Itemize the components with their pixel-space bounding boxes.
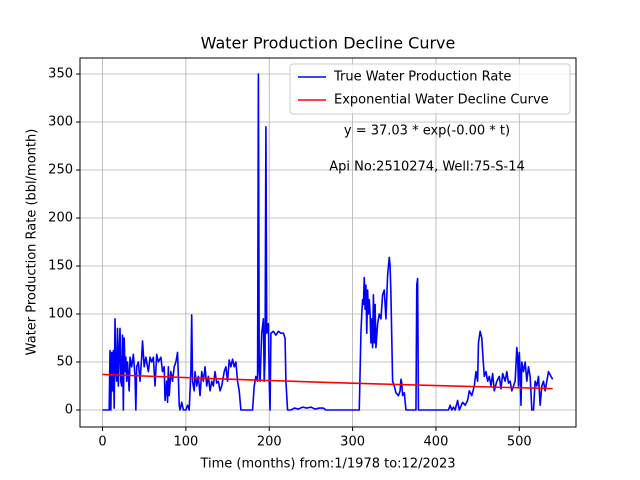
y-tick-label: 100 [48, 307, 73, 322]
x-axis-label: Time (months) from:1/1978 to:12/2023 [199, 457, 455, 472]
axes-frame [79, 57, 577, 428]
y-axis-label: Water Production Rate (bbl/month) [25, 129, 40, 356]
legend-label: True Water Production Rate [333, 70, 511, 85]
y-tick-label: 150 [48, 259, 73, 274]
y-tick-label: 300 [48, 115, 73, 130]
x-tick-label: 500 [507, 435, 532, 450]
legend-label: Exponential Water Decline Curve [334, 93, 549, 108]
y-tick-label: 200 [48, 211, 73, 226]
legend-box [289, 63, 571, 115]
y-tick-label: 50 [56, 355, 73, 370]
chart-title: Water Production Decline Curve [201, 34, 456, 53]
annotation: y = 37.03 * exp(-0.00 * t) [344, 124, 510, 139]
x-tick-label: 0 [98, 435, 106, 450]
x-tick-label: 300 [340, 435, 365, 450]
data-line [102, 373, 553, 390]
annotation: Api No:2510274, Well:75-S-14 [329, 160, 525, 175]
x-tick-label: 100 [173, 435, 198, 450]
x-tick-label: 400 [424, 435, 449, 450]
y-tick-label: 250 [48, 163, 73, 178]
x-tick-label: 200 [257, 435, 282, 450]
y-tick-label: 0 [65, 403, 73, 418]
y-tick-label: 350 [48, 67, 73, 82]
data-line [102, 73, 554, 411]
